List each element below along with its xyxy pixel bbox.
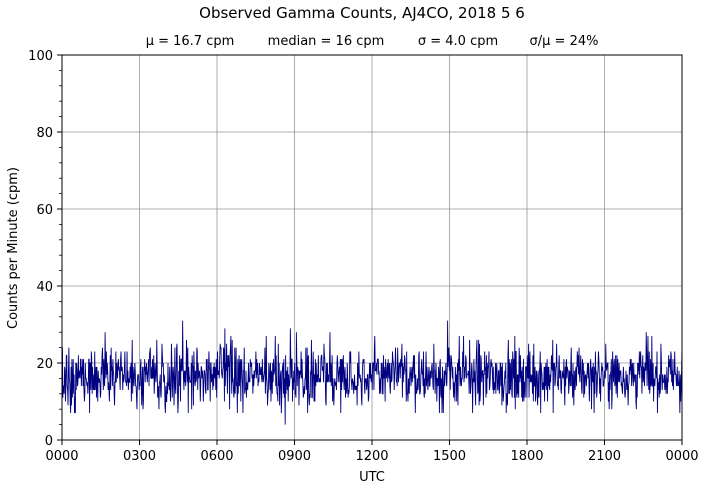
stat-2: σ = 4.0 cpm	[418, 34, 498, 49]
y-tick-label: 20	[36, 357, 53, 372]
x-axis-label: UTC	[359, 470, 385, 485]
x-tick-label: 0600	[200, 449, 233, 464]
x-tick-label: 0300	[123, 449, 156, 464]
x-tick-label: 0900	[278, 449, 311, 464]
x-tick-label: 1800	[510, 449, 543, 464]
stat-3: σ/μ = 24%	[530, 34, 599, 49]
y-tick-label: 0	[45, 434, 53, 449]
y-tick-label: 40	[36, 280, 53, 295]
x-tick-label: 1500	[433, 449, 466, 464]
x-tick-label: 1200	[355, 449, 388, 464]
series-line-gamma-counts	[61, 320, 683, 425]
series-layer	[61, 320, 683, 425]
ticks: 0000 0300 0600 0900 1200 1500 1800 2100 00000204…	[28, 49, 698, 464]
y-axis-label: Counts per Minute (cpm)	[6, 167, 21, 329]
grid	[62, 55, 682, 440]
y-tick-label: 60	[36, 203, 53, 218]
chart-title: Observed Gamma Counts, AJ4CO, 2018 5 6	[199, 4, 525, 22]
y-tick-label: 100	[28, 49, 53, 64]
x-tick-label: 0000	[665, 449, 698, 464]
x-tick-label: 2100	[588, 449, 621, 464]
y-tick-label: 80	[36, 126, 53, 141]
stat-0: μ = 16.7 cpm	[146, 34, 235, 49]
stats-subtitle: μ = 16.7 cpm median = 16 cpm σ = 4.0 cpm σ/…	[146, 34, 599, 49]
stat-1: median = 16 cpm	[268, 34, 385, 49]
x-tick-label: 0000	[45, 449, 78, 464]
